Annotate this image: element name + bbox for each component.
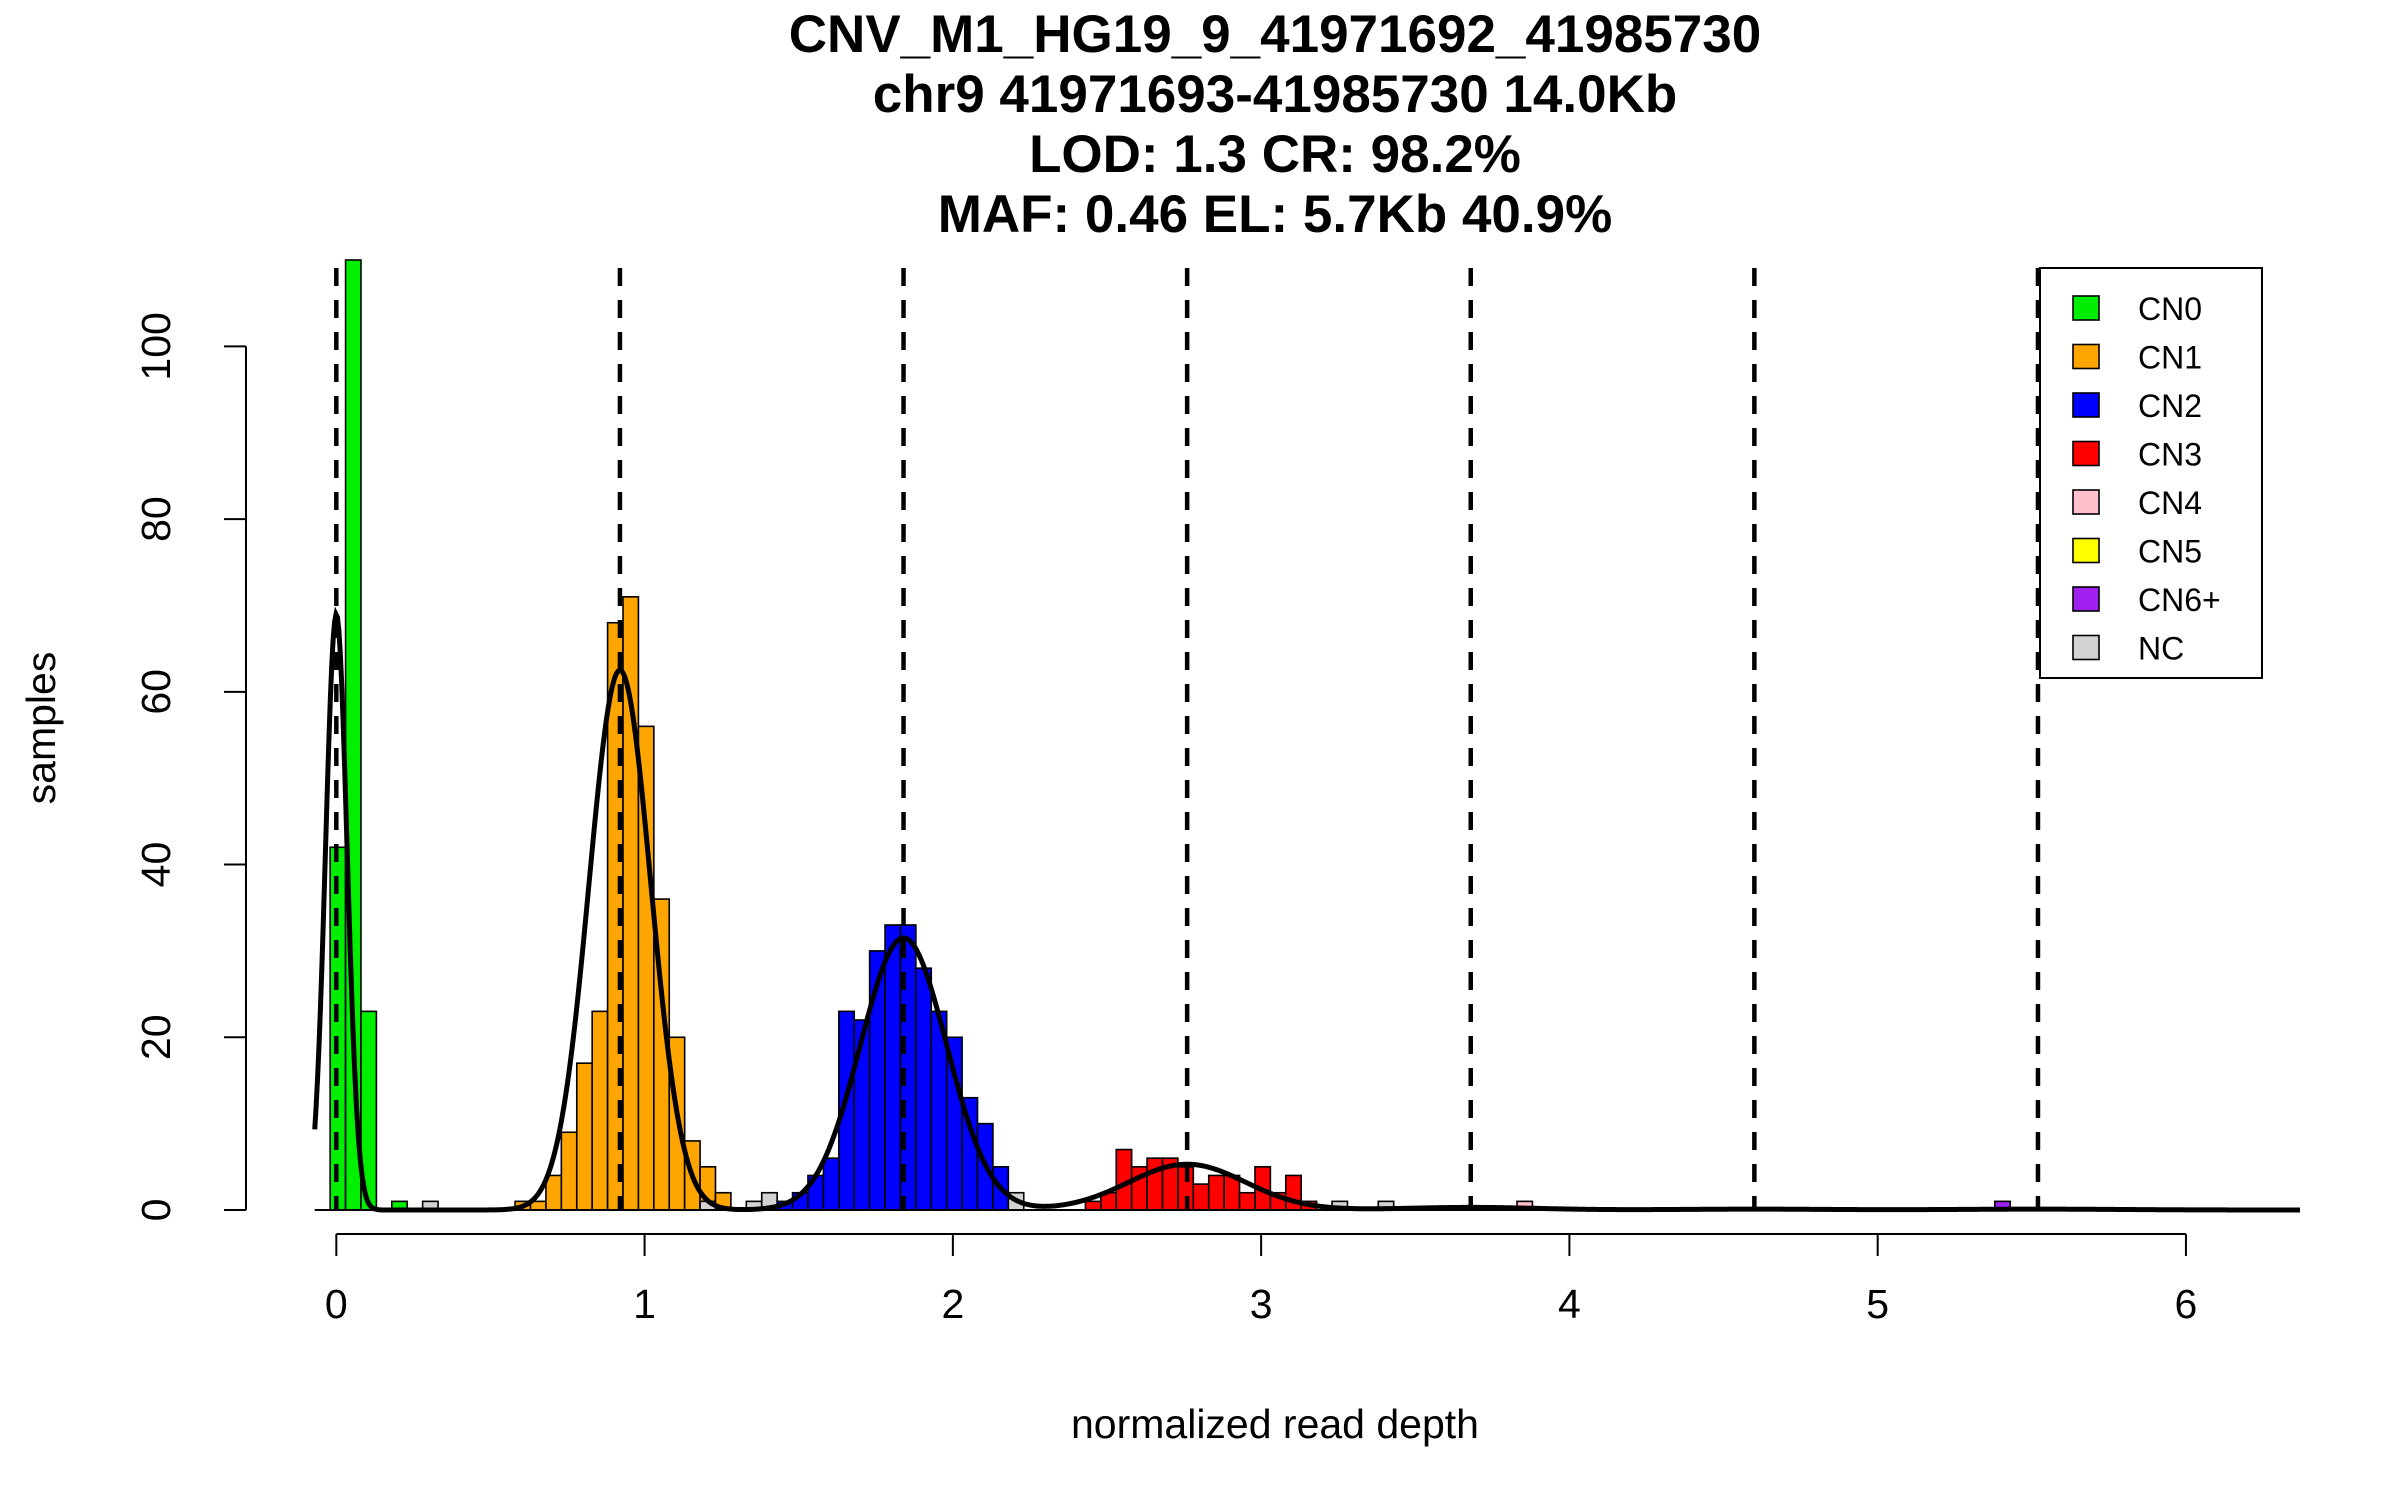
histogram-bar (1207, 1174, 1225, 1211)
x-tick-label: 3 (1250, 1281, 1273, 1327)
histogram-bar (915, 967, 933, 1211)
copy-number-cutoff-lines (334, 268, 2041, 1210)
legend-swatch (2072, 392, 2100, 418)
title-line-1: CNV_M1_HG19_9_41971692_41985730 (789, 5, 1761, 64)
histogram-bar (1238, 1191, 1256, 1211)
x-tick-label: 4 (1558, 1281, 1581, 1327)
y-tick-label: 60 (133, 669, 179, 715)
legend-swatch (2072, 440, 2100, 467)
histogram-bar (560, 1131, 578, 1211)
y-tick-label: 80 (133, 496, 179, 542)
x-axis-label: normalized read depth (1071, 1401, 1479, 1447)
title-line-2: chr9 41971693-41985730 14.0Kb (873, 65, 1677, 124)
y-tick-label: 40 (133, 842, 179, 888)
legend-swatch (2072, 295, 2100, 321)
histogram-bar (622, 596, 640, 1211)
x-tick-label: 1 (633, 1281, 656, 1327)
histogram-bar (1084, 1200, 1102, 1211)
legend-label: CN1 (2138, 340, 2202, 376)
legend-swatch (2072, 634, 2100, 661)
legend-label: CN0 (2138, 291, 2202, 327)
x-tick-label: 2 (941, 1281, 964, 1327)
legend-label: CN5 (2138, 534, 2202, 570)
x-tick-label: 0 (325, 1281, 348, 1327)
histogram-bars (329, 259, 2012, 1211)
legend-swatch (2072, 586, 2100, 612)
histogram-bar (884, 924, 902, 1211)
title-line-4: MAF: 0.46 EL: 5.7Kb 40.9% (938, 185, 1612, 244)
histogram-bar (822, 1157, 840, 1211)
y-axis-label: samples (18, 652, 64, 805)
legend-label: CN4 (2138, 485, 2202, 521)
legend-swatch (2072, 537, 2100, 564)
x-tick-label: 6 (2175, 1281, 2198, 1327)
y-axis: 0 20 40 60 80 100 (133, 312, 2300, 1221)
y-tick-label: 100 (133, 312, 179, 380)
title-line-3: LOD: 1.3 CR: 98.2% (1029, 125, 1521, 184)
legend-label: CN6+ (2138, 582, 2221, 618)
legend-swatch (2072, 489, 2100, 515)
axes: 0 1 2 3 4 5 6 0 20 40 60 80 100 (133, 312, 2300, 1327)
histogram-bar (1192, 1183, 1210, 1211)
legend-label: CN3 (2138, 437, 2202, 473)
legend: CN0 CN1 CN2 CN3 CN4 CN5 CN6+ NC (2039, 267, 2263, 679)
x-axis: 0 1 2 3 4 5 6 (325, 1233, 2198, 1327)
x-tick-label: 5 (1866, 1281, 1889, 1327)
y-tick-label: 20 (133, 1014, 179, 1060)
histogram-bar (1146, 1157, 1164, 1211)
y-tick-label: 0 (133, 1199, 179, 1222)
histogram-bar (329, 846, 347, 1211)
legend-swatch (2072, 343, 2100, 370)
legend-label: CN2 (2138, 388, 2202, 424)
chart-title: CNV_M1_HG19_9_41971692_41985730 chr9 419… (789, 5, 1761, 244)
legend-label: NC (2138, 631, 2184, 667)
histogram-bar (591, 1010, 609, 1211)
histogram-bar (575, 1062, 593, 1211)
